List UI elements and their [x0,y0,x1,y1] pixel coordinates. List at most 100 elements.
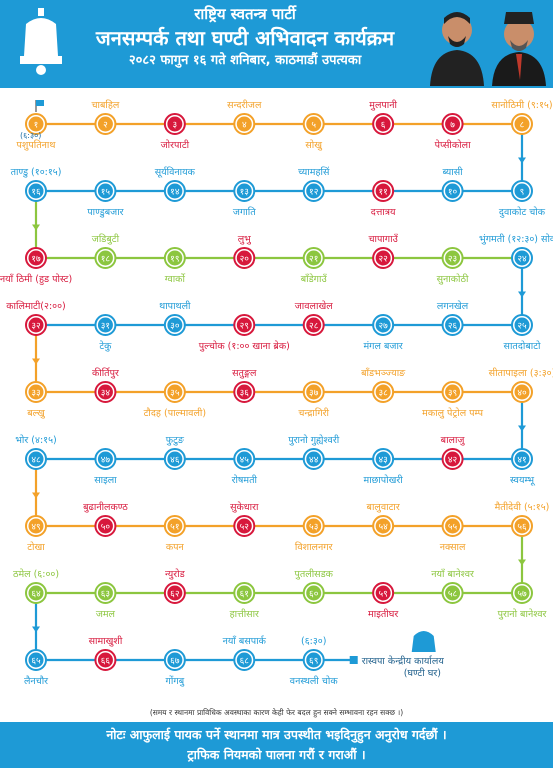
stop-number: ६४ [31,590,41,600]
stop-number: ४० [517,389,527,399]
stop-marker [97,317,113,333]
stop-marker [97,384,113,400]
stop-label: मंगल बजार [363,341,403,352]
stop-marker [514,250,530,266]
stop-marker [375,183,391,199]
stop-number: ४८ [31,456,41,466]
stop-number: ४४ [309,456,319,466]
stop-number: ३८ [378,389,388,399]
stop-number: २२ [378,255,388,265]
stop-number: १० [448,188,458,198]
stop-number: २५ [517,322,527,332]
stop-marker [236,652,252,668]
stop-label: बुढानीलकण्ठ [83,501,128,513]
stop-number: ६० [309,590,319,600]
stop-label: सानोठिमी (९:१५) [491,99,552,111]
stop-marker [375,384,391,400]
stop-label: ठमेल (६:००) [13,568,59,580]
stop-marker [167,384,183,400]
stop-number: १५ [101,188,111,198]
stop-number: ९ [520,188,525,198]
stop-marker [236,317,252,333]
stop-label: बाँडभञ्ज्याङ [361,367,406,379]
stop-marker [236,518,252,534]
stop-marker [445,116,461,132]
stop-number: २१ [309,255,318,265]
stop-number: ८ [520,121,525,131]
stop-marker [28,317,44,333]
stop-label: पेप्सीकोला [435,139,471,151]
stop-label: जावलाखेल [295,300,333,312]
route-arrow [518,559,526,566]
stop-number: ५१ [170,523,179,533]
stop-label: मैतीदेवी (५:१५) [495,501,550,513]
stop-label: नयाँ ठिमी (हुड पोस्ट) [0,273,72,286]
stop-label: साइला [94,475,117,486]
stop-label: गोंगबु [166,675,186,687]
stop-label: टेकु [99,340,112,352]
stop-marker [236,451,252,467]
stop-label: पशुपतिनाथ [17,139,57,151]
stop-label: थापाथली [159,300,191,312]
stop-label: हात्तीसार [230,608,260,620]
stop-number: ५८ [448,590,458,600]
stop-marker [445,518,461,534]
stop-label: न्युरोड [165,568,186,580]
stop-number: ६२ [170,590,180,600]
stop-label: सुकेधारा [230,501,259,513]
stop-marker [28,451,44,467]
stop-label: वनस्थली चोक [290,675,339,687]
stop-number: २४ [517,255,527,265]
stop-marker [514,384,530,400]
stop-label: माइतीघर [368,608,399,620]
stop-marker [97,451,113,467]
stop-number: २० [240,255,250,265]
stop-marker [28,585,44,601]
stop-marker [375,518,391,534]
stop-marker [236,384,252,400]
stop-label: माछापोखरी [364,474,404,486]
stop-number: ५४ [378,523,388,533]
destination-marker [349,656,358,664]
stop-label: चापागाउँ [368,233,398,245]
stop-label: जमल [96,609,116,620]
stop-label: चाबहिल [91,99,119,111]
stop-marker [445,317,461,333]
stop-marker [167,652,183,668]
stop-marker [167,183,183,199]
route-arrow [32,224,40,231]
stop-number: ६ [381,121,386,131]
stop-marker [97,250,113,266]
stop-label: बालुवाटार [367,502,401,513]
stop-marker [236,116,252,132]
stop-marker [514,317,530,333]
stop-number: १ [34,121,39,131]
stop-number: ६८ [240,657,250,667]
stop-label: चन्द्रागिरी [298,407,329,419]
stop-label: सूर्यविनायक [155,166,196,178]
stop-number: ३६ [240,389,250,399]
stop-marker [514,116,530,132]
stop-marker [375,250,391,266]
stop-marker [167,518,183,534]
stop-number: ३७ [309,389,319,399]
stop-marker [28,116,44,132]
start-flag-icon [36,100,44,106]
stop-marker [514,183,530,199]
header-text: राष्ट्रिय स्वतन्त्र पार्टी जनसम्पर्क तथा… [70,4,420,70]
stop-number: १६ [31,188,41,198]
stop-number: ६१ [240,590,249,600]
stop-label: भुंगमती (१२:३०) सोकना [479,233,553,245]
stop-marker [28,183,44,199]
stop-number: १७ [31,255,41,265]
header-banner: राष्ट्रिय स्वतन्त्र पार्टी जनसम्पर्क तथा… [0,0,553,88]
stop-number: ५७ [517,590,527,600]
route-arrow [32,626,40,633]
stop-marker [28,384,44,400]
stop-marker [306,116,322,132]
destination-label: रास्वपा केन्द्रीय कार्यालय [362,655,445,667]
stop-marker [306,250,322,266]
bell-tower-icon [411,631,436,652]
stop-number: ७ [450,121,455,131]
stop-number: ६६ [101,657,111,667]
